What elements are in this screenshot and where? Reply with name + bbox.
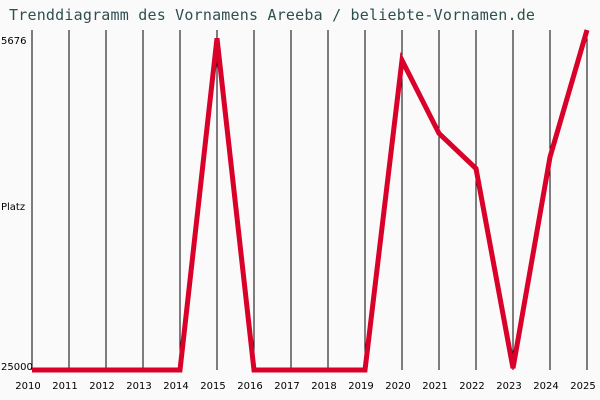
trend-line <box>32 29 590 373</box>
x-tick-label-2015: 2015 <box>200 381 226 392</box>
x-tick-label-2010: 2010 <box>15 381 41 392</box>
x-tick-label-2013: 2013 <box>126 381 152 392</box>
x-tick-label-2024: 2024 <box>533 381 559 392</box>
x-tick-label-2020: 2020 <box>385 381 411 392</box>
x-tick-label-2025: 2025 <box>570 381 596 392</box>
x-tick-label-2023: 2023 <box>496 381 522 392</box>
x-tick-label-2019: 2019 <box>348 381 374 392</box>
x-tick-label-2021: 2021 <box>422 381 448 392</box>
x-tick-label-2014: 2014 <box>163 381 189 392</box>
y-axis-bottom-label: 25000 <box>1 362 33 373</box>
x-tick-label-2011: 2011 <box>52 381 78 392</box>
x-tick-label-2022: 2022 <box>459 381 485 392</box>
x-tick-label-2012: 2012 <box>89 381 115 392</box>
x-tick-label-2017: 2017 <box>274 381 300 392</box>
y-axis-top-label: 5676 <box>1 36 27 47</box>
y-axis-label: Platz <box>1 202 26 213</box>
chart-title: Trenddiagramm des Vornamens Areeba / bel… <box>9 6 536 24</box>
x-tick-label-2018: 2018 <box>311 381 337 392</box>
vertical-gridlines <box>31 30 588 370</box>
x-tick-label-2016: 2016 <box>237 381 263 392</box>
